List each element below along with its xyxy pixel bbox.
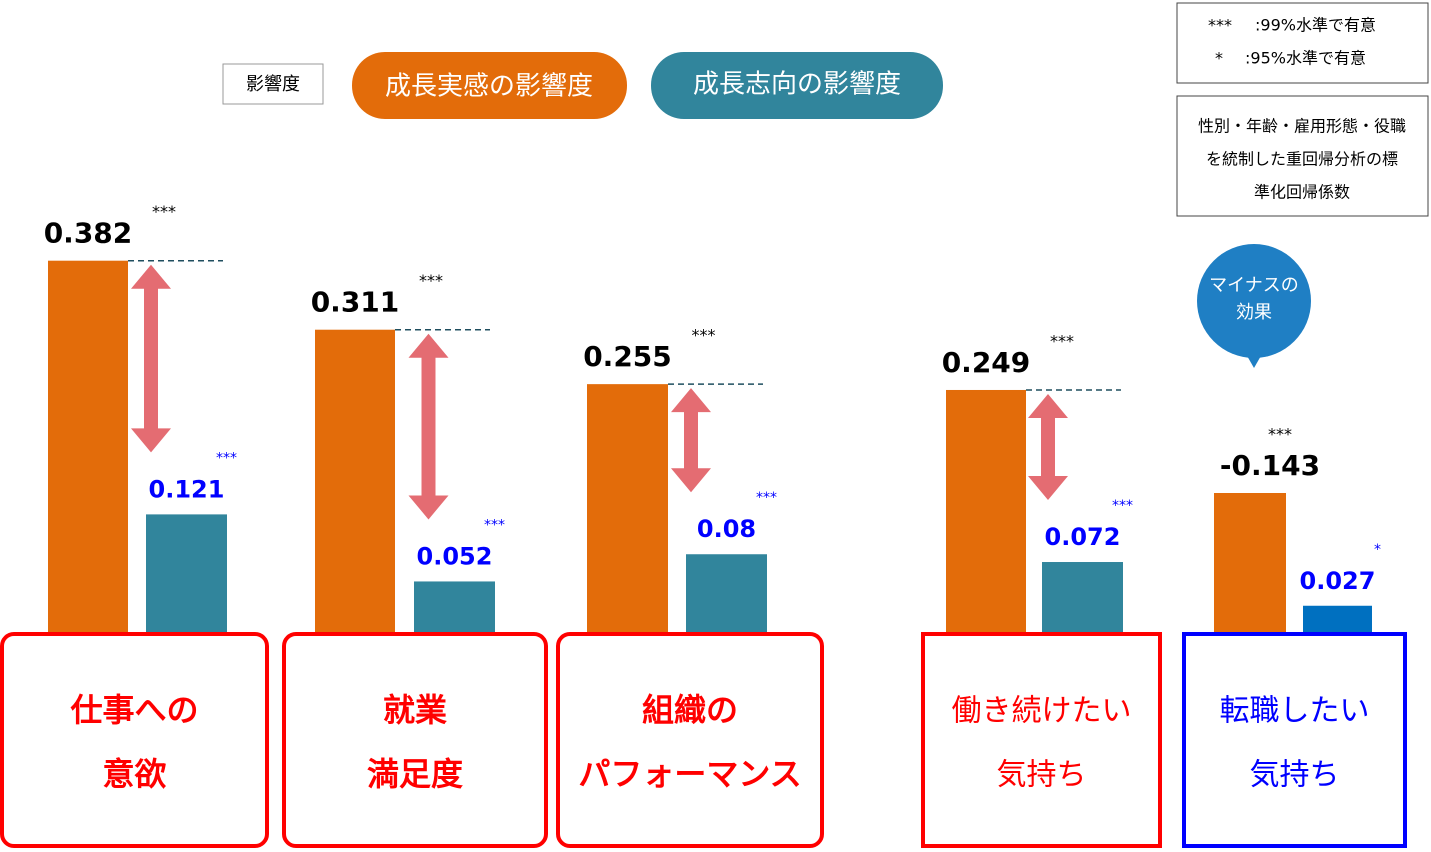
category-label: 仕事への [70, 691, 198, 729]
sig-note: :95%水準で有意 [1245, 49, 1366, 68]
category-label: 転職したい [1220, 694, 1370, 729]
notes-box [1176, 2, 1429, 84]
bar [315, 329, 395, 632]
significance: *** [1112, 498, 1133, 514]
legend-label: 成長志向の影響度 [693, 70, 901, 100]
significance: *** [216, 450, 237, 466]
significance: *** [756, 490, 777, 506]
category-label: 気持ち [997, 758, 1087, 793]
category-label: 満足度 [367, 755, 463, 793]
legend-swatch [352, 52, 627, 119]
significance: * [1374, 542, 1381, 558]
bar [686, 554, 767, 632]
category-label: 組織の [642, 691, 738, 729]
value-label: 0.249 [942, 346, 1031, 379]
value-label: 0.311 [311, 286, 400, 319]
category-box [921, 632, 1162, 848]
value-label: 0.072 [1045, 523, 1121, 551]
value-label: 0.052 [417, 542, 493, 570]
significance: *** [152, 202, 176, 221]
callout-text: マイナスの [1209, 275, 1299, 296]
category-box [0, 632, 269, 848]
method-note: 性別・年齢・雇用形態・役職 [1198, 117, 1406, 136]
callout-tail [1246, 354, 1262, 368]
significance: *** [692, 326, 716, 345]
legend-swatch [651, 52, 943, 119]
callout [1197, 244, 1311, 358]
category-box [1182, 632, 1407, 848]
significance: *** [1268, 425, 1292, 444]
category-label: 気持ち [1250, 758, 1340, 793]
bar [1042, 562, 1123, 632]
method-note: を統制した重回帰分析の標 [1206, 150, 1398, 169]
category-label: パフォーマンス [578, 755, 801, 793]
significance: *** [419, 271, 443, 290]
arrow [671, 388, 711, 493]
category-box [556, 632, 824, 848]
legend-label: 成長実感の影響度 [385, 72, 593, 102]
bar [1303, 605, 1372, 632]
bar [1214, 493, 1286, 632]
sig-symbol: * [1215, 49, 1223, 68]
arrow [1028, 393, 1068, 501]
sig-symbol: *** [1208, 16, 1232, 35]
value-label: 0.255 [583, 340, 672, 373]
legend-title-box [222, 63, 324, 105]
value-label: 0.382 [44, 217, 133, 250]
bar [587, 384, 668, 632]
category-label: 意欲 [102, 755, 166, 793]
category-box [282, 632, 548, 848]
method-box [1176, 95, 1429, 217]
category-label: 就業 [383, 691, 447, 729]
bar [414, 581, 495, 632]
bar [146, 514, 227, 632]
arrow [131, 264, 171, 453]
significance: *** [1050, 331, 1074, 350]
bar [946, 389, 1026, 632]
category-label: 働き続けたい [952, 694, 1132, 729]
method-note: 準化回帰係数 [1254, 183, 1350, 202]
legend-title: 影響度 [246, 74, 300, 95]
significance: *** [484, 517, 505, 533]
bar [48, 260, 128, 632]
value-label: 0.121 [149, 475, 225, 503]
value-label: 0.08 [697, 515, 756, 543]
callout-text: 効果 [1236, 302, 1272, 323]
sig-note: :99%水準で有意 [1255, 16, 1376, 35]
value-label: 0.027 [1300, 567, 1376, 595]
value-label: -0.143 [1220, 449, 1320, 482]
arrow [408, 333, 449, 520]
